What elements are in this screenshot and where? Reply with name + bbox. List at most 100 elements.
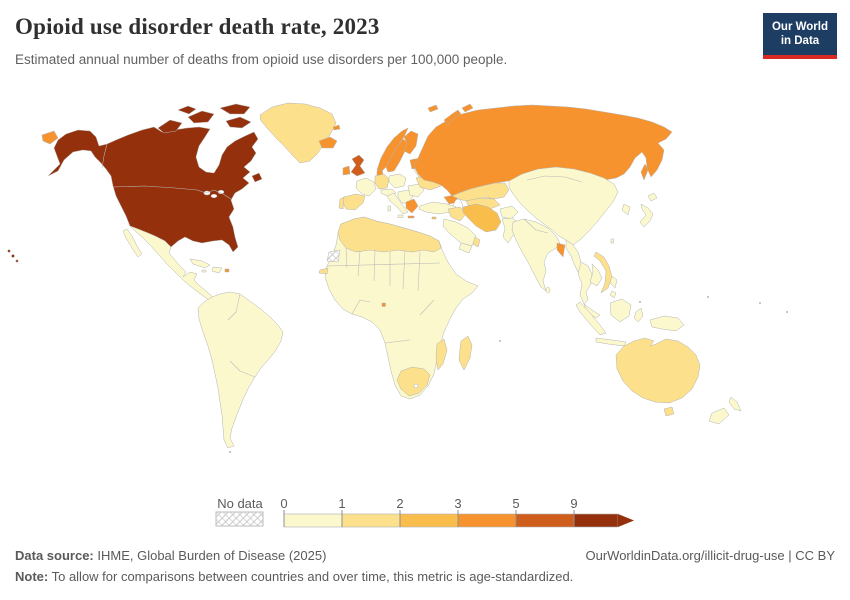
map-region-france[interactable] [355,177,377,197]
map-region-italy[interactable] [386,192,409,215]
map-region-tasmania[interactable] [663,406,675,417]
map-region-equatorial-guinea[interactable] [381,302,386,307]
map-region-afghanistan[interactable] [499,205,519,220]
map-region-poland[interactable] [388,173,407,189]
legend-swatch-0-1[interactable] [283,513,343,528]
lesotho [413,383,419,389]
map-region-greenland[interactable] [259,102,337,164]
legend-tick-3: 3 [454,496,462,511]
map-region-mexico-central-america[interactable] [129,225,219,304]
map-region-sumatra[interactable] [575,301,607,336]
legend-swatch-1-2[interactable] [341,513,401,528]
legend-tick-1: 1 [338,496,346,511]
map-region-oman[interactable] [472,236,481,248]
map-region-finland[interactable] [403,130,419,155]
legend-swatch-3-5[interactable] [457,513,517,528]
legend-swatch-5-9[interactable] [515,513,575,528]
map-region-cuba[interactable] [189,258,211,269]
map-region-mozambique[interactable] [435,338,448,371]
map-region-china[interactable] [508,166,619,246]
legend-arrow [618,514,634,527]
data-source-line: Data source: IHME, Global Burden of Dise… [15,548,326,563]
map-region-benelux-germany[interactable] [374,173,390,190]
page-title: Opioid use disorder death rate, 2023 [15,14,380,39]
island-speck [785,310,789,314]
map-region-western-sahara[interactable] [326,249,341,263]
note-label: Note: [15,569,49,584]
map-region-arctic-islands[interactable] [157,103,252,134]
note-value: To allow for comparisons between countri… [48,569,574,584]
map-region-sardinia[interactable] [387,205,391,212]
legend-tick-2: 2 [396,496,404,511]
map-region-india[interactable] [511,218,561,292]
legend-no-data-swatch[interactable] [215,511,265,528]
map-region-cambodia-laos[interactable] [589,263,603,287]
map-region-hawaii[interactable] [11,254,15,258]
map-region-united-states-canada[interactable] [47,126,259,253]
page-subtitle: Estimated annual number of deaths from o… [15,52,508,67]
map-region-spain[interactable] [342,193,366,211]
map-region-crete[interactable] [407,215,415,219]
map-region-iceland[interactable] [318,136,338,149]
map-region-puerto-rico[interactable] [224,268,230,273]
great-lakes [210,193,218,199]
map-region-thailand[interactable] [577,261,593,305]
map-region-united-kingdom[interactable] [350,154,366,177]
owid-logo[interactable]: Our World in Data [763,13,837,59]
map-region-ireland[interactable] [342,165,351,176]
map-region-java[interactable] [595,337,627,347]
map-region-chukotka[interactable] [41,130,59,145]
map-region-philippines[interactable] [609,275,618,299]
map-region-borneo[interactable] [609,298,632,323]
map-region-sulawesi[interactable] [633,307,644,323]
map-region-new-zealand[interactable] [708,396,742,425]
legend-tick-0: 0 [280,496,288,511]
map-region-jan-mayen[interactable] [332,124,341,131]
map-region-cyprus[interactable] [431,216,437,220]
legend-color-scale[interactable] [283,510,635,528]
map-region-hawaii[interactable] [7,249,11,253]
map-region-sri-lanka[interactable] [545,286,551,294]
map-region-australia[interactable] [615,337,701,404]
map-region-south-america[interactable] [197,291,284,449]
map-region-norway[interactable] [376,127,409,173]
island-speck [498,339,502,343]
note-line: Note: To allow for comparisons between c… [15,569,573,584]
map-region-vietnam[interactable] [593,251,613,294]
map-region-sicily[interactable] [397,214,404,218]
map-region-iran[interactable] [462,203,502,233]
map-region-hispaniola[interactable] [211,266,223,274]
map-region-taiwan[interactable] [610,238,614,244]
island-speck [758,301,762,305]
map-region-novaya-zemlya[interactable] [443,103,474,126]
map-region-svalbard[interactable] [427,104,439,113]
map-region-korea[interactable] [621,203,631,216]
map-region-madagascar[interactable] [458,335,473,371]
map-region-baja-california[interactable] [122,228,143,258]
map-region-sakhalin[interactable] [640,163,649,181]
map-region-greece[interactable] [405,198,419,214]
map-region-new-guinea[interactable] [649,315,685,332]
map-region-jamaica[interactable] [201,269,207,273]
map-region-senegal[interactable] [318,267,329,275]
data-source-label: Data source: [15,548,94,563]
map-region-saudi-arabia[interactable] [442,218,477,247]
map-region-north-africa[interactable] [337,216,442,253]
map-region-newfoundland[interactable] [251,172,263,183]
map-region-yemen[interactable] [458,242,473,254]
owid-link[interactable]: OurWorldinData.org/illicit-drug-use | CC… [585,548,836,563]
map-region-portugal[interactable] [338,196,345,210]
map-region-bangladesh[interactable] [556,242,566,258]
legend-swatch-2-3[interactable] [399,513,459,528]
island-speck [706,295,710,299]
legend-tick-5: 5 [512,496,520,511]
map-region-hawaii[interactable] [15,259,19,263]
map-region-japan[interactable] [639,192,658,228]
map-region-south-africa[interactable] [396,366,431,397]
owid-logo-line1: Our World [771,21,828,33]
legend-swatch-9-plus[interactable] [573,513,619,528]
country-borders [101,143,583,378]
island-speck [228,450,232,454]
map-region-iraq-syria[interactable] [447,206,467,222]
